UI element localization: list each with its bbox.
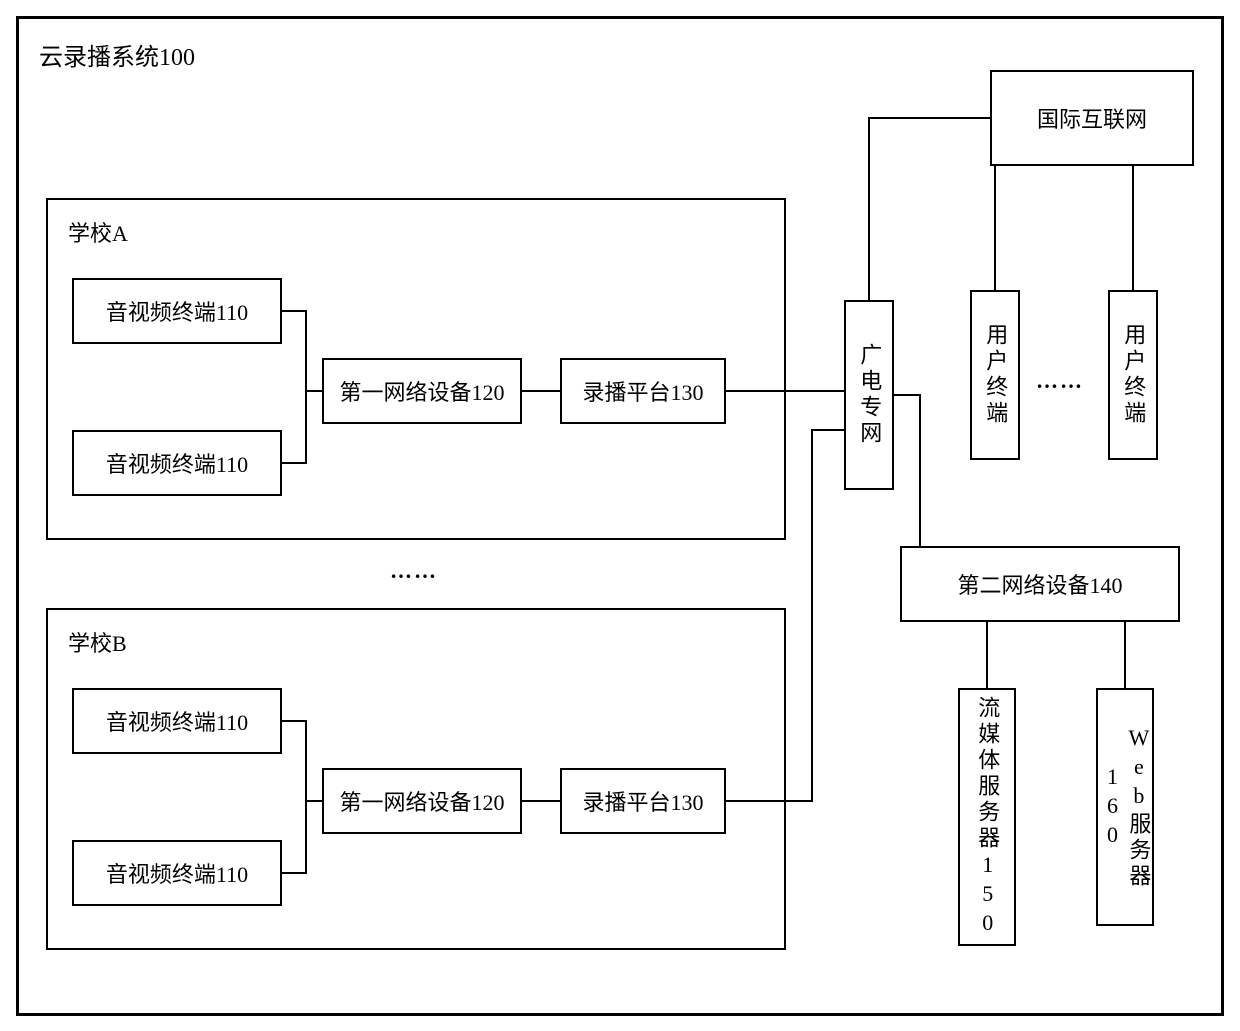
users-ellipsis: …… (1036, 368, 1084, 394)
streaming-server: 流媒体服务器150 (958, 688, 1016, 946)
radio-private-network-label: 广电专网 (856, 343, 882, 447)
second-network-device-label: 第二网络设备140 (957, 568, 1122, 600)
a-av-terminal-1-label: 音视频终端110 (106, 295, 248, 327)
user-terminal-2: 用户终端 (1108, 290, 1158, 460)
b-av-terminal-1: 音视频终端110 (72, 688, 282, 754)
user-terminal-2-label: 用户终端 (1120, 323, 1146, 427)
a-recording-platform-label: 录播平台130 (582, 375, 703, 407)
b-first-network-device-label: 第一网络设备120 (339, 785, 504, 817)
a-av-terminal-2: 音视频终端110 (72, 430, 282, 496)
school-a-label: 学校A (68, 216, 128, 248)
web-server: Web服务器160 (1096, 688, 1154, 926)
streaming-server-label: 流媒体服务器150 (974, 696, 1000, 939)
system-title: 云录播系统100 (39, 37, 195, 72)
b-recording-platform-label: 录播平台130 (582, 785, 703, 817)
b-recording-platform: 录播平台130 (560, 768, 726, 834)
a-first-network-device: 第一网络设备120 (322, 358, 522, 424)
a-first-network-device-label: 第一网络设备120 (339, 375, 504, 407)
web-server-label: Web服务器160 (1099, 690, 1152, 924)
b-av-terminal-2: 音视频终端110 (72, 840, 282, 906)
user-terminal-1-label: 用户终端 (982, 323, 1008, 427)
user-terminal-1: 用户终端 (970, 290, 1020, 460)
school-b-label: 学校B (68, 626, 127, 658)
diagram-canvas: 云录播系统100 学校A 学校B 音视频终端110 音视频终端110 第一网络设… (0, 0, 1240, 1031)
international-internet-label: 国际互联网 (1037, 102, 1147, 134)
b-av-terminal-2-label: 音视频终端110 (106, 857, 248, 889)
radio-private-network: 广电专网 (844, 300, 894, 490)
second-network-device: 第二网络设备140 (900, 546, 1180, 622)
a-av-terminal-2-label: 音视频终端110 (106, 447, 248, 479)
b-av-terminal-1-label: 音视频终端110 (106, 705, 248, 737)
b-first-network-device: 第一网络设备120 (322, 768, 522, 834)
international-internet: 国际互联网 (990, 70, 1194, 166)
schools-ellipsis: …… (390, 558, 438, 584)
a-av-terminal-1: 音视频终端110 (72, 278, 282, 344)
a-recording-platform: 录播平台130 (560, 358, 726, 424)
